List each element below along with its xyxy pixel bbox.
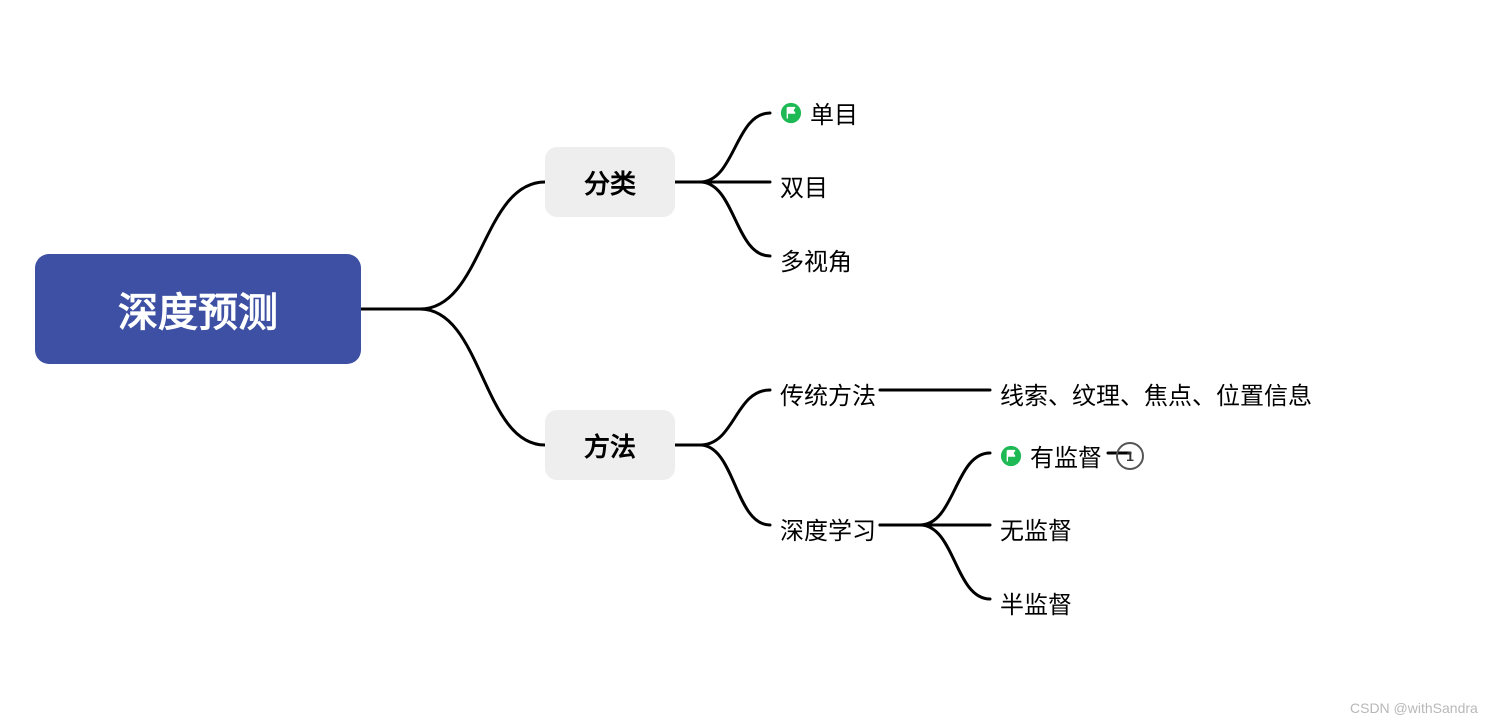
node-sup[interactable]: 有监督 1 [1000,438,1144,473]
edge-cat-multi [675,182,770,256]
watermark-text: CSDN @withSandra [1350,700,1478,716]
node-deep[interactable]: 深度学习 [780,511,876,546]
node-label: 方法 [584,427,636,464]
flag-icon [1000,445,1022,467]
node-label: 线索、纹理、焦点、位置信息 [1000,376,1312,411]
node-stereo[interactable]: 双目 [780,168,828,203]
node-unsup[interactable]: 无监督 [1000,511,1072,546]
node-cat[interactable]: 分类 [545,147,675,217]
node-label: 有监督 [1030,438,1102,473]
node-label: 双目 [780,168,828,203]
edge-deep-sup [880,453,990,525]
edge-deep-semi [880,525,990,599]
node-label: 多视角 [780,242,852,277]
node-meth[interactable]: 方法 [545,410,675,480]
edge-root-meth [361,309,545,445]
node-multi[interactable]: 多视角 [780,242,852,277]
node-label: 分类 [584,164,636,201]
node-label: 深度学习 [780,511,876,546]
node-cues[interactable]: 线索、纹理、焦点、位置信息 [1000,376,1312,411]
edge-meth-trad [675,390,770,445]
edge-root-cat [361,182,545,309]
node-mono[interactable]: 单目 [780,95,858,130]
node-trad[interactable]: 传统方法 [780,376,876,411]
node-semi[interactable]: 半监督 [1000,585,1072,620]
edge-cat-mono [675,113,770,182]
node-label: 传统方法 [780,376,876,411]
watermark: CSDN @withSandra [1350,700,1478,716]
node-label: 深度预测 [118,280,278,338]
node-root[interactable]: 深度预测 [35,254,361,364]
node-label: 无监督 [1000,511,1072,546]
node-label: 半监督 [1000,585,1072,620]
flag-icon [780,102,802,124]
edge-meth-deep [675,445,770,525]
count-badge: 1 [1116,442,1144,470]
node-label: 单目 [810,95,858,130]
